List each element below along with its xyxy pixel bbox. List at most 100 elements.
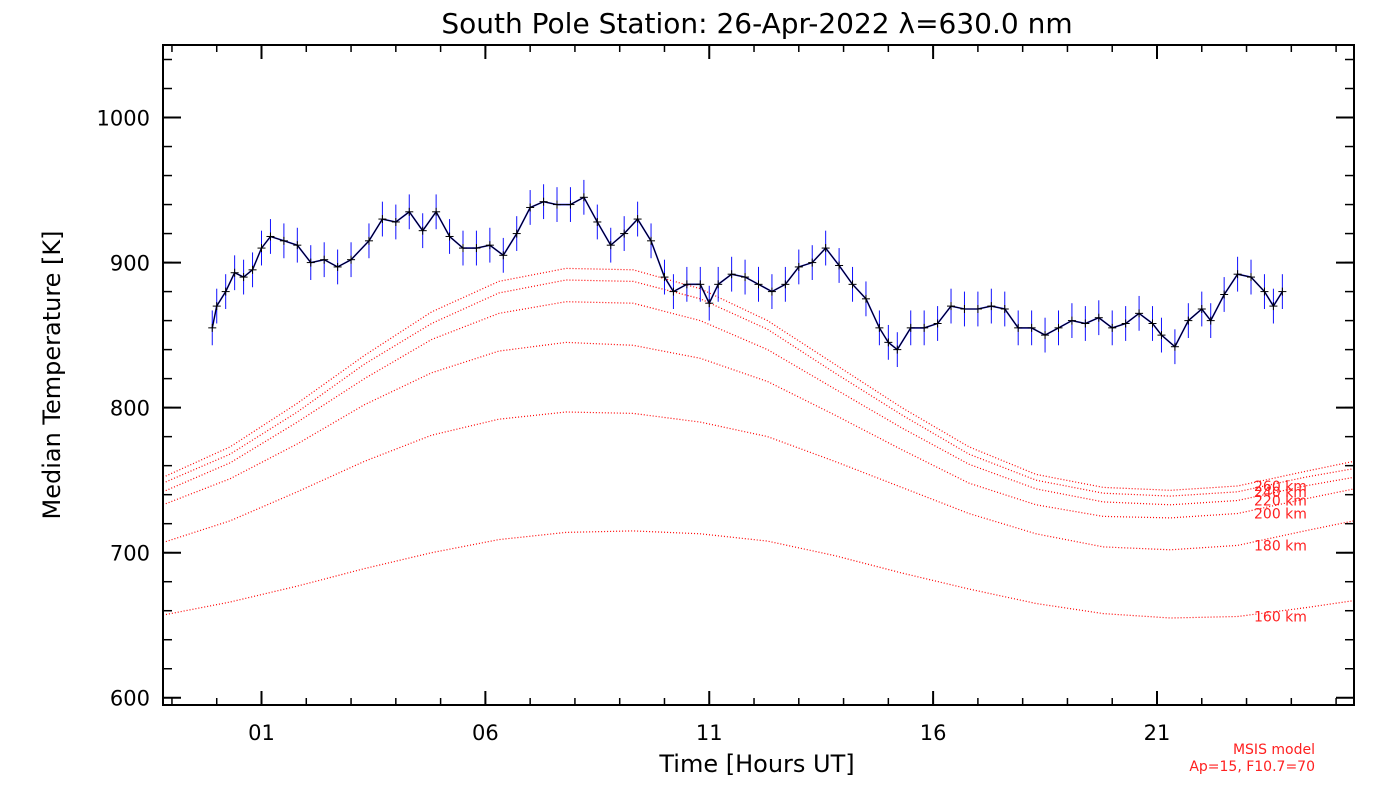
- data-point: [306, 258, 315, 267]
- data-point: [1197, 305, 1206, 313]
- data-point: [432, 207, 441, 216]
- data-point: [347, 255, 356, 264]
- data-point: [378, 215, 387, 224]
- data-point: [257, 244, 266, 253]
- data-point: [526, 203, 535, 212]
- data-point: [418, 226, 427, 235]
- model-curve: [163, 530, 1354, 619]
- data-point: [1278, 287, 1287, 296]
- data-point: [566, 200, 575, 209]
- x-axis-label: Time [Hours UT]: [658, 750, 854, 778]
- y-tick-label: 800: [110, 397, 150, 421]
- plot-frame: [162, 44, 1355, 706]
- data-point: [1220, 290, 1229, 299]
- x-tick-label: 11: [696, 721, 723, 745]
- data-point: [1000, 305, 1009, 313]
- data-point: [906, 323, 915, 332]
- altitude-label: 260 km: [1254, 479, 1307, 495]
- data-point: [1067, 316, 1076, 325]
- altitude-label: 240 km: [1254, 485, 1307, 501]
- data-point: [727, 270, 736, 279]
- data-point: [293, 241, 302, 250]
- data-point: [705, 299, 714, 308]
- data-point: [835, 261, 844, 270]
- data-point: [279, 236, 288, 245]
- data-point: [1027, 323, 1036, 332]
- data-point: [767, 287, 776, 296]
- x-tick-label: 21: [1144, 721, 1171, 745]
- data-point: [633, 215, 642, 224]
- data-point: [1108, 323, 1117, 332]
- data-point: [1170, 342, 1179, 351]
- error-bars: [211, 179, 1283, 368]
- data-point: [947, 302, 956, 311]
- data-point: [821, 244, 830, 253]
- data-point: [1054, 323, 1063, 332]
- x-tick-label: 16: [920, 721, 947, 745]
- altitude-label: 200 km: [1254, 507, 1307, 523]
- x-tick-label: 01: [248, 721, 275, 745]
- y-axis-label: Median Temperature [K]: [38, 230, 66, 519]
- series-line-blue: [211, 196, 1284, 351]
- data-point: [405, 207, 414, 216]
- data-point: [539, 197, 548, 206]
- data-point: [884, 338, 893, 347]
- altitude-label: 220 km: [1254, 493, 1307, 509]
- data-point: [579, 193, 588, 202]
- data-point: [1247, 273, 1256, 282]
- data-point: [808, 258, 817, 267]
- data-point: [987, 302, 996, 311]
- altitude-label: 160 km: [1254, 610, 1307, 626]
- data-point: [485, 241, 494, 250]
- data-point: [553, 200, 562, 209]
- data-point: [933, 319, 942, 328]
- data-point: [606, 241, 615, 250]
- plot-area: [163, 179, 1354, 619]
- altitude-label: 180 km: [1254, 538, 1307, 554]
- data-point: [593, 217, 602, 226]
- data-point: [333, 262, 342, 271]
- data-point: [960, 305, 969, 313]
- data-point: [1260, 287, 1269, 296]
- data-point: [647, 236, 656, 245]
- data-point: [620, 229, 629, 238]
- data-point: [1157, 331, 1166, 340]
- data-point: [1081, 319, 1090, 328]
- data-point: [1184, 316, 1193, 325]
- data-point: [861, 294, 870, 303]
- data-point: [741, 273, 750, 282]
- data-point: [1041, 331, 1050, 340]
- data-point: [1121, 319, 1130, 328]
- data-point: [472, 244, 481, 253]
- model-curve: [163, 301, 1354, 506]
- data-point: [1206, 316, 1215, 325]
- model-curve: [163, 279, 1354, 497]
- data-point: [458, 244, 467, 253]
- data-point: [364, 236, 373, 245]
- data-point: [682, 280, 691, 289]
- data-point: [499, 251, 508, 260]
- model-curve: [163, 411, 1354, 551]
- data-point: [920, 323, 929, 332]
- data-point: [1014, 323, 1023, 332]
- data-point: [1148, 319, 1157, 328]
- y-tick-label: 900: [110, 252, 150, 276]
- data-point: [1094, 313, 1103, 322]
- data-point: [320, 255, 329, 264]
- data-point: [208, 323, 217, 332]
- data-point: [1135, 309, 1144, 318]
- y-tick-label: 600: [110, 687, 150, 711]
- msis-params-note: Ap=15, F10.7=70: [1189, 759, 1315, 775]
- data-point: [696, 280, 705, 289]
- series-line: [211, 196, 1283, 351]
- model-curve: [163, 267, 1354, 491]
- data-point: [794, 262, 803, 271]
- data-point: [848, 280, 857, 289]
- data-point: [893, 345, 902, 354]
- y-tick-label: 1000: [97, 107, 150, 131]
- data-point: [391, 217, 400, 226]
- data-point: [669, 287, 678, 296]
- data-point: [230, 268, 239, 277]
